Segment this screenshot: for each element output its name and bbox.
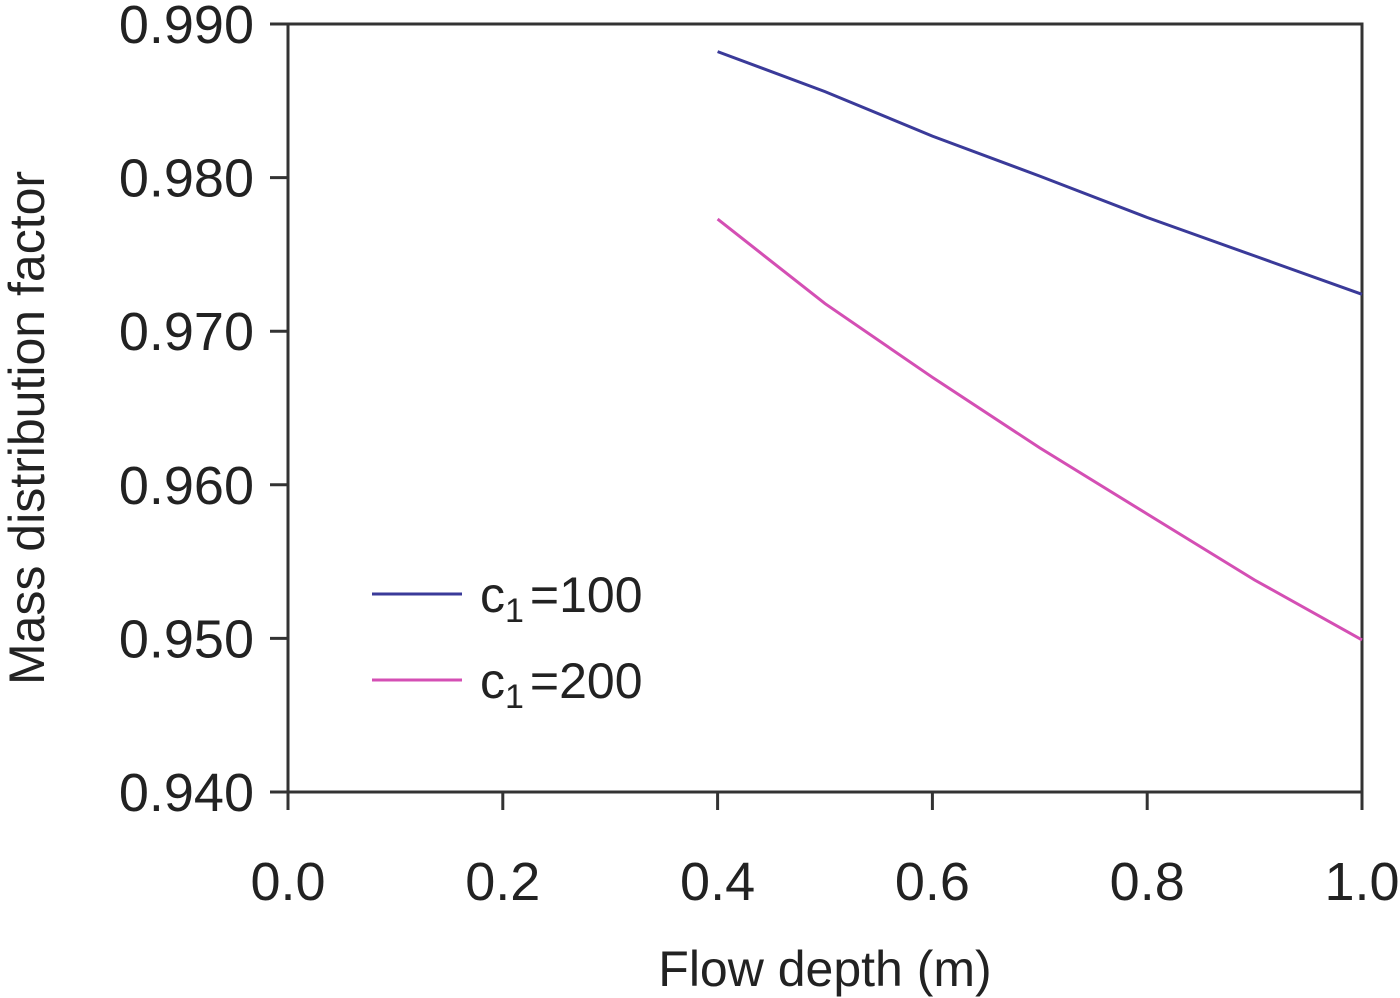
- legend-label-2: c1 =200: [480, 653, 643, 716]
- y-tick-label: 0.940: [119, 763, 254, 823]
- x-tick-label: 0.4: [680, 852, 755, 912]
- series-line-1: [717, 50, 1363, 296]
- legend-label-1: c1 =100: [480, 567, 643, 630]
- x-tick-label: 0.2: [465, 852, 540, 912]
- x-tick-label: 0.8: [1110, 852, 1185, 912]
- series-line-2: [716, 217, 1363, 642]
- plot-frame: [286, 22, 1364, 794]
- series-group: [716, 50, 1363, 642]
- x-tick-label: 0.6: [895, 852, 970, 912]
- ticks: 0.0 0.2 0.4 0.6 0.8 1.0 0.940 0.950 0.960 0.970 0.…: [119, 0, 1400, 912]
- axes: [286, 22, 1364, 794]
- y-tick-label: 0.950: [119, 609, 254, 669]
- x-tick-label: 0.0: [250, 852, 325, 912]
- y-axis-label: Mass distribution factor: [0, 171, 55, 685]
- y-tick-label: 0.970: [119, 302, 254, 362]
- y-tick-label: 0.960: [119, 456, 254, 516]
- y-tick-label: 0.980: [119, 149, 254, 209]
- y-tick-label: 0.990: [119, 0, 254, 55]
- x-tick-label: 1.0: [1324, 852, 1399, 912]
- x-axis-label: Flow depth (m): [658, 941, 991, 997]
- legend: c1 =100 c1 =200: [372, 567, 643, 716]
